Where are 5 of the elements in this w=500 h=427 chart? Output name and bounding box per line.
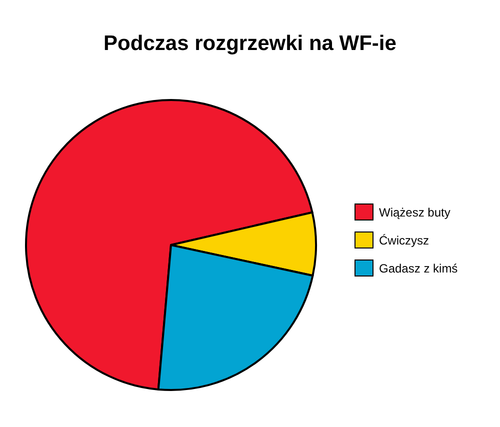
legend-label: Ćwiczysz <box>379 234 429 248</box>
legend-label: Wiążesz buty <box>379 206 450 220</box>
pie-slice <box>25 99 314 390</box>
legend-label: Gadasz z kimś <box>379 262 458 276</box>
chart-title: Podczas rozgrzewki na WF-ie <box>104 32 396 55</box>
